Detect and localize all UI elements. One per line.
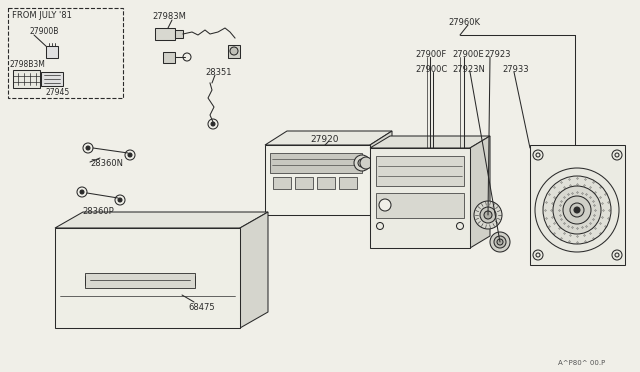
Circle shape bbox=[80, 190, 84, 194]
Text: 27900B: 27900B bbox=[30, 27, 60, 36]
Circle shape bbox=[379, 199, 391, 211]
Polygon shape bbox=[370, 131, 392, 215]
Polygon shape bbox=[273, 177, 291, 189]
Circle shape bbox=[494, 236, 506, 248]
Text: 28351: 28351 bbox=[205, 68, 232, 77]
Text: 27923N: 27923N bbox=[452, 65, 485, 74]
Text: 27923: 27923 bbox=[484, 50, 511, 59]
Circle shape bbox=[118, 198, 122, 202]
Polygon shape bbox=[376, 156, 464, 186]
Polygon shape bbox=[155, 28, 175, 40]
Text: 27983M: 27983M bbox=[152, 12, 186, 21]
Text: 27900F: 27900F bbox=[415, 50, 446, 59]
Bar bbox=[8, 8, 123, 98]
Polygon shape bbox=[270, 153, 362, 173]
Circle shape bbox=[354, 155, 370, 171]
Polygon shape bbox=[370, 136, 490, 148]
Polygon shape bbox=[46, 46, 58, 58]
Text: 27920: 27920 bbox=[310, 135, 339, 144]
Circle shape bbox=[570, 203, 584, 217]
Circle shape bbox=[211, 122, 215, 126]
Polygon shape bbox=[265, 131, 392, 145]
Circle shape bbox=[480, 207, 496, 223]
Circle shape bbox=[574, 207, 580, 213]
Text: 27900E: 27900E bbox=[452, 50, 484, 59]
Polygon shape bbox=[240, 212, 268, 328]
Text: 27960K: 27960K bbox=[448, 18, 480, 27]
Text: 27933: 27933 bbox=[502, 65, 529, 74]
Circle shape bbox=[543, 176, 611, 244]
Circle shape bbox=[474, 201, 502, 229]
Text: 28360N: 28360N bbox=[90, 159, 123, 168]
Text: 2798B3M: 2798B3M bbox=[10, 60, 46, 69]
Polygon shape bbox=[55, 228, 240, 328]
Polygon shape bbox=[470, 136, 490, 248]
Polygon shape bbox=[530, 145, 625, 265]
Text: 27945: 27945 bbox=[46, 88, 70, 97]
Polygon shape bbox=[295, 177, 313, 189]
Circle shape bbox=[563, 196, 591, 224]
Text: 27900C: 27900C bbox=[415, 65, 447, 74]
Circle shape bbox=[358, 159, 366, 167]
Circle shape bbox=[128, 153, 132, 157]
Polygon shape bbox=[317, 177, 335, 189]
Polygon shape bbox=[13, 70, 40, 88]
Polygon shape bbox=[175, 30, 183, 38]
Circle shape bbox=[360, 157, 372, 169]
Circle shape bbox=[490, 232, 510, 252]
Polygon shape bbox=[228, 45, 240, 58]
Polygon shape bbox=[265, 145, 370, 215]
Circle shape bbox=[484, 211, 492, 219]
Polygon shape bbox=[55, 212, 268, 228]
Circle shape bbox=[230, 47, 238, 55]
Polygon shape bbox=[41, 72, 63, 86]
Polygon shape bbox=[163, 52, 175, 63]
Text: FROM JULY '81: FROM JULY '81 bbox=[12, 11, 72, 20]
Polygon shape bbox=[370, 148, 470, 248]
Polygon shape bbox=[85, 273, 195, 288]
Circle shape bbox=[535, 168, 619, 252]
Polygon shape bbox=[376, 193, 464, 218]
Polygon shape bbox=[339, 177, 357, 189]
Circle shape bbox=[86, 146, 90, 150]
Text: 68475: 68475 bbox=[188, 303, 214, 312]
Text: 28360P: 28360P bbox=[82, 207, 114, 216]
Text: A^P80^ 00.P: A^P80^ 00.P bbox=[558, 360, 605, 366]
Circle shape bbox=[553, 186, 601, 234]
Circle shape bbox=[497, 239, 503, 245]
